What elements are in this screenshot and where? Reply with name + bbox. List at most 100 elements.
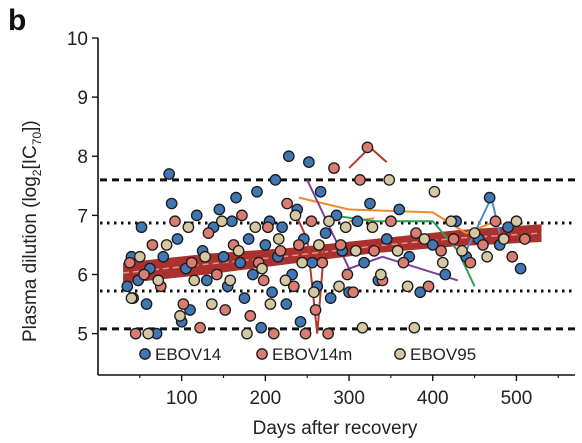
x-tick-label: 100 xyxy=(166,388,198,409)
y-tick-label: 8 xyxy=(77,147,88,168)
data-point-ebov14 xyxy=(364,197,376,210)
data-point-ebov14m xyxy=(292,239,305,251)
data-point-ebov14m xyxy=(435,244,447,257)
data-point-ebov14 xyxy=(157,250,170,263)
data-point-ebov95 xyxy=(366,221,379,234)
data-point-ebov14m xyxy=(236,209,248,222)
data-point-ebov14 xyxy=(217,250,230,263)
data-point-ebov14 xyxy=(135,221,148,234)
data-points xyxy=(121,141,531,340)
data-point-ebov95 xyxy=(468,227,481,239)
data-point-ebov14m xyxy=(341,268,354,281)
data-point-ebov14 xyxy=(226,215,238,228)
data-point-ebov14m xyxy=(385,215,397,228)
data-point-ebov14 xyxy=(303,156,315,169)
data-point-ebov14m xyxy=(146,239,159,251)
data-point-ebov14 xyxy=(259,239,272,251)
data-point-ebov14m xyxy=(129,327,142,340)
data-point-ebov14 xyxy=(266,286,278,299)
data-point-ebov95 xyxy=(333,280,345,293)
data-point-ebov14 xyxy=(380,233,393,245)
data-point-ebov14m xyxy=(447,233,460,245)
data-point-ebov95 xyxy=(391,244,404,257)
data-point-ebov95 xyxy=(272,233,285,245)
data-point-ebov14m xyxy=(194,321,206,334)
data-point-ebov14 xyxy=(269,174,282,186)
y-tick-label: 5 xyxy=(77,325,88,346)
data-point-ebov14m xyxy=(316,256,329,269)
data-point-ebov14 xyxy=(282,150,295,163)
data-point-ebov14 xyxy=(255,321,268,334)
data-point-ebov14m xyxy=(361,141,374,154)
data-point-ebov14 xyxy=(251,185,263,198)
data-point-ebov14m xyxy=(287,280,300,293)
data-point-ebov14m xyxy=(123,256,136,269)
trend-band xyxy=(123,224,542,284)
data-point-ebov14 xyxy=(230,191,242,204)
y-tick-label: 10 xyxy=(67,29,88,50)
data-point-ebov95 xyxy=(356,321,369,334)
data-point-ebov95 xyxy=(445,215,457,228)
data-point-ebov14m xyxy=(368,244,381,257)
data-point-ebov14 xyxy=(165,197,178,210)
x-tick-label: 200 xyxy=(250,388,282,409)
data-point-ebov95 xyxy=(224,274,237,287)
data-point-ebov95 xyxy=(152,274,165,287)
data-point-ebov14 xyxy=(319,227,332,239)
data-point-ebov14 xyxy=(190,209,203,222)
data-point-ebov14m xyxy=(309,304,322,316)
data-point-ebov14m xyxy=(299,327,312,340)
data-point-ebov95 xyxy=(383,174,396,186)
data-point-ebov14m xyxy=(354,174,366,186)
data-point-ebov14 xyxy=(171,233,184,245)
data-point-ebov14 xyxy=(280,298,293,310)
data-point-ebov95 xyxy=(308,286,320,299)
legend: EBOV14 EBOV14m EBOV95 xyxy=(139,345,476,364)
data-point-ebov95 xyxy=(349,244,362,257)
data-point-ebov95 xyxy=(256,262,268,275)
data-point-ebov95 xyxy=(279,274,292,287)
data-point-ebov14 xyxy=(314,185,327,198)
data-point-ebov14m xyxy=(219,304,232,316)
axes: 5 6 7 8 9 10 100 200 300 400 500 xyxy=(67,29,575,409)
data-point-ebov14m xyxy=(138,268,150,281)
data-point-ebov14m xyxy=(210,268,223,281)
data-point-ebov14 xyxy=(213,203,226,216)
data-point-ebov95 xyxy=(418,233,431,245)
data-point-ebov95 xyxy=(375,268,387,281)
x-tick-label: 400 xyxy=(417,388,449,409)
data-point-ebov14 xyxy=(426,239,439,251)
data-point-ebov14 xyxy=(294,315,307,328)
legend-marker-ebov95 xyxy=(394,348,406,360)
data-point-ebov14 xyxy=(163,168,175,180)
data-point-ebov14m xyxy=(464,256,477,269)
data-point-ebov14 xyxy=(483,191,496,204)
data-point-ebov14m xyxy=(489,215,502,228)
data-point-ebov14 xyxy=(351,215,364,228)
legend-label-ebov14: EBOV14 xyxy=(155,345,221,364)
data-point-ebov95 xyxy=(408,321,421,334)
data-point-ebov95 xyxy=(232,244,245,257)
data-point-ebov14 xyxy=(306,256,319,269)
data-point-ebov14m xyxy=(177,298,190,310)
data-point-ebov14m xyxy=(322,327,334,340)
legend-label-ebov14m: EBOV14m xyxy=(272,345,352,364)
data-point-ebov95 xyxy=(182,221,195,234)
data-point-ebov14m xyxy=(506,250,519,263)
data-point-ebov14m xyxy=(328,162,340,174)
data-point-ebov14 xyxy=(242,233,255,245)
data-point-ebov14 xyxy=(393,203,406,216)
data-point-ebov14m xyxy=(422,280,435,293)
data-point-ebov14m xyxy=(305,215,318,228)
data-point-ebov14m xyxy=(257,274,270,287)
data-point-ebov14 xyxy=(324,292,337,304)
data-point-ebov14 xyxy=(234,256,247,269)
data-point-ebov95 xyxy=(498,233,510,245)
data-point-ebov14m xyxy=(262,221,274,234)
legend-marker-ebov14 xyxy=(139,348,151,360)
data-point-ebov14 xyxy=(358,256,370,269)
data-point-ebov14 xyxy=(414,286,427,299)
data-point-ebov14m xyxy=(281,197,293,210)
data-point-ebov14 xyxy=(238,292,251,304)
data-point-ebov14m xyxy=(518,233,531,245)
